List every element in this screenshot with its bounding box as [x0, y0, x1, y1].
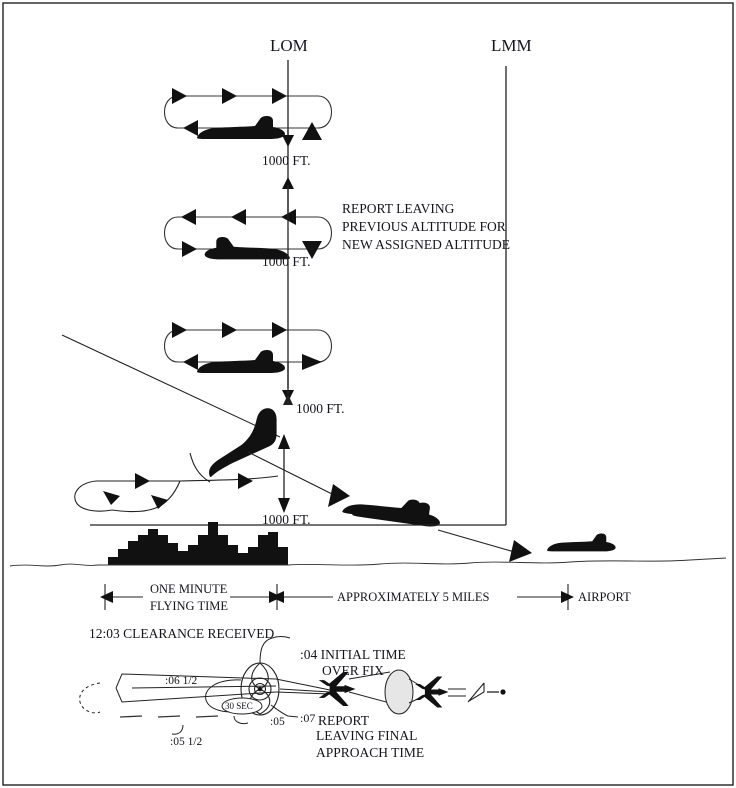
- svg-text::06 1/2: :06 1/2: [165, 675, 198, 687]
- svg-text:12:03 CLEARANCE RECEIVED: 12:03 CLEARANCE RECEIVED: [89, 626, 274, 641]
- svg-text:LMM: LMM: [491, 36, 532, 55]
- svg-text:FLYING TIME: FLYING TIME: [150, 599, 228, 613]
- svg-text:REPORT LEAVING: REPORT LEAVING: [342, 201, 455, 216]
- svg-text:NEW ASSIGNED ALTITUDE: NEW ASSIGNED ALTITUDE: [342, 237, 510, 252]
- svg-text::05 1/2: :05 1/2: [170, 736, 203, 748]
- svg-text:1000 FT.: 1000 FT.: [262, 153, 311, 168]
- svg-text:REPORT: REPORT: [318, 713, 370, 728]
- svg-text:1000 FT.: 1000 FT.: [296, 401, 345, 416]
- svg-text::07: :07: [300, 711, 315, 725]
- svg-text:APPROACH TIME: APPROACH TIME: [316, 745, 424, 760]
- svg-text:APPROXIMATELY 5 MILES: APPROXIMATELY 5 MILES: [337, 590, 490, 604]
- svg-text:OVER FIX: OVER FIX: [322, 663, 384, 678]
- svg-text:1000 FT.: 1000 FT.: [262, 254, 311, 269]
- svg-text::04 INITIAL TIME: :04 INITIAL TIME: [300, 647, 406, 662]
- svg-text::05: :05: [270, 716, 285, 728]
- svg-text:LOM: LOM: [270, 36, 308, 55]
- svg-text:30 SEC: 30 SEC: [225, 701, 253, 711]
- svg-text:AIRPORT: AIRPORT: [578, 590, 631, 604]
- svg-text:PREVIOUS ALTITUDE FOR: PREVIOUS ALTITUDE FOR: [342, 219, 506, 234]
- svg-text:ONE MINUTE: ONE MINUTE: [150, 582, 228, 596]
- svg-text:LEAVING FINAL: LEAVING FINAL: [316, 728, 417, 743]
